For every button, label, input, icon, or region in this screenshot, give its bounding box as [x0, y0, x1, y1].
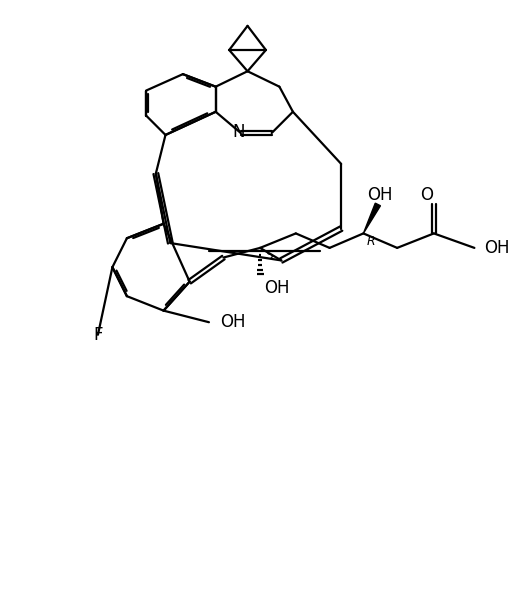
Text: R: R	[367, 234, 375, 248]
Text: OH: OH	[484, 239, 509, 257]
Text: OH: OH	[367, 186, 393, 204]
Polygon shape	[364, 203, 380, 233]
Text: OH: OH	[221, 313, 246, 331]
Text: S: S	[266, 249, 274, 262]
Text: OH: OH	[264, 279, 289, 297]
Text: O: O	[420, 186, 433, 204]
Text: N: N	[232, 123, 245, 141]
Text: F: F	[93, 326, 103, 344]
